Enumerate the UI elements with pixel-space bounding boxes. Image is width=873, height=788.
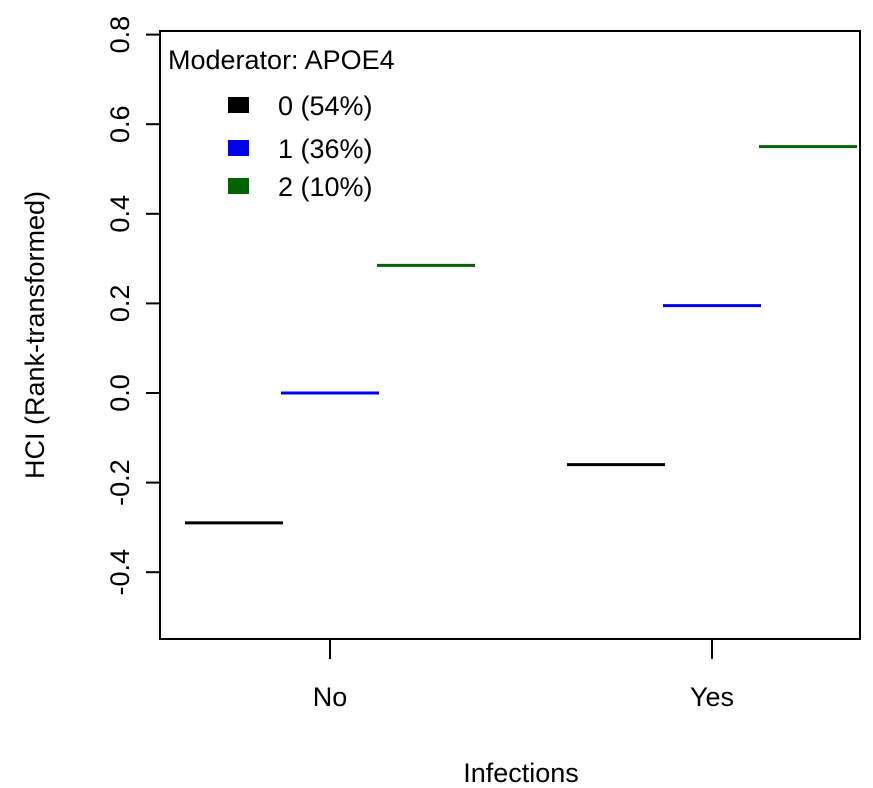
x-tick-label: Yes	[690, 682, 734, 712]
y-tick-label: -0.2	[105, 459, 135, 506]
legend-swatch	[228, 97, 249, 113]
x-tick-label: No	[313, 682, 348, 712]
y-tick-label: 0.2	[105, 285, 135, 323]
legend-label: 0 (54%)	[278, 91, 373, 121]
y-axis: -0.4 -0.2 0.0 0.2 0.4 0.6 0.8	[105, 16, 160, 596]
legend-swatch	[228, 140, 249, 156]
legend-label: 1 (36%)	[278, 134, 373, 164]
x-axis: No Yes	[313, 639, 734, 712]
y-tick-label: 0.0	[105, 374, 135, 412]
legend: Moderator: APOE4 0 (54%) 1 (36%) 2 (10%)	[168, 45, 395, 202]
x-axis-title: Infections	[463, 758, 579, 788]
y-tick-label: 0.4	[105, 195, 135, 233]
plot-frame	[159, 30, 861, 640]
y-tick-label: 0.8	[105, 16, 135, 54]
legend-title: Moderator: APOE4	[168, 45, 395, 75]
y-tick-label: -0.4	[105, 549, 135, 596]
legend-swatch	[228, 178, 249, 194]
y-tick-label: 0.6	[105, 105, 135, 143]
y-axis-title: HCI (Rank-transformed)	[20, 191, 50, 479]
legend-label: 2 (10%)	[278, 172, 373, 202]
series-layer	[185, 145, 857, 525]
